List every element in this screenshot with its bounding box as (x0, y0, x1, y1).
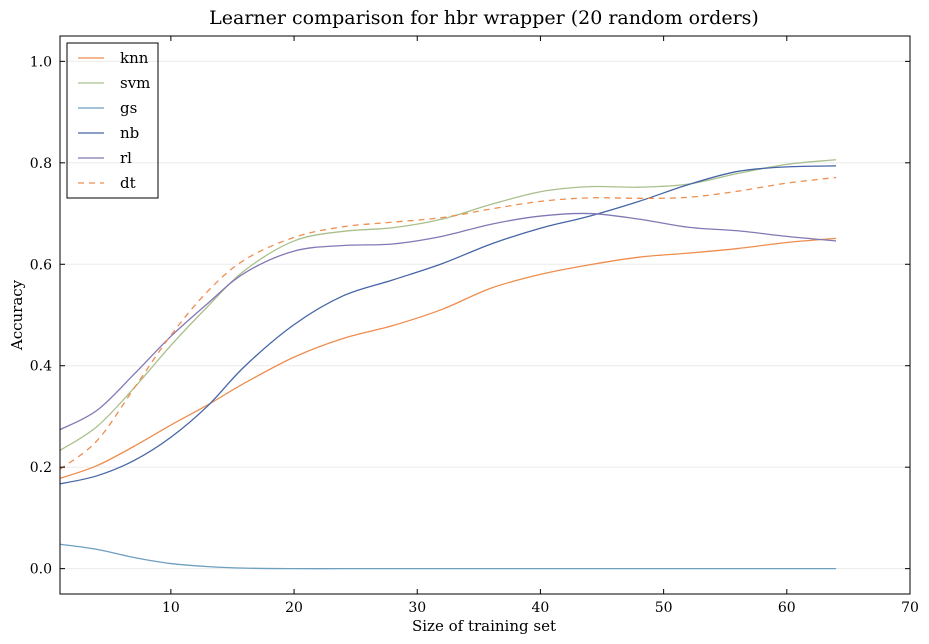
chart-title: Learner comparison for hbr wrapper (20 r… (209, 7, 759, 29)
series-line-nb (59, 165, 837, 485)
x-tick-label: 50 (655, 600, 673, 616)
legend-label-nb: nb (120, 124, 139, 142)
plot-area-frame (59, 35, 911, 595)
legend-label-dt: dt (120, 174, 136, 192)
series-line-knn (59, 237, 837, 479)
series-lines (59, 159, 837, 570)
x-tick-label: 40 (532, 600, 550, 616)
legend-label-knn: knn (120, 49, 149, 67)
series-line-gs (59, 543, 837, 570)
y-tick-label: 0.6 (30, 257, 52, 273)
x-axis-label: Size of training set (412, 617, 556, 635)
x-tick-label: 60 (778, 600, 796, 616)
y-axis-label: Accuracy (8, 279, 26, 351)
legend-label-svm: svm (120, 74, 150, 92)
axis-ticks: 0.0 0.2 0.4 0.6 0.8 1.0 10 20 30 40 50 60 70 (30, 36, 919, 616)
legend-label-gs: gs (120, 99, 137, 117)
legend-label-rl: rl (120, 149, 132, 167)
y-tick-label: 1.0 (30, 54, 52, 70)
legend-box (66, 42, 159, 199)
x-tick-label: 20 (285, 600, 303, 616)
legend: knn svm gs nb rl dt (66, 42, 159, 199)
y-tick-label: 0.4 (30, 359, 52, 375)
y-tick-label: 0.2 (30, 460, 52, 476)
series-line-dt (59, 176, 837, 470)
y-tick-label: 0.8 (30, 156, 52, 172)
x-tick-label: 10 (162, 600, 180, 616)
y-tick-label: 0.0 (30, 562, 52, 578)
x-tick-label: 30 (408, 600, 426, 616)
x-tick-label: 70 (901, 600, 919, 616)
series-line-svm (59, 159, 837, 451)
series-line-rl (59, 212, 837, 431)
